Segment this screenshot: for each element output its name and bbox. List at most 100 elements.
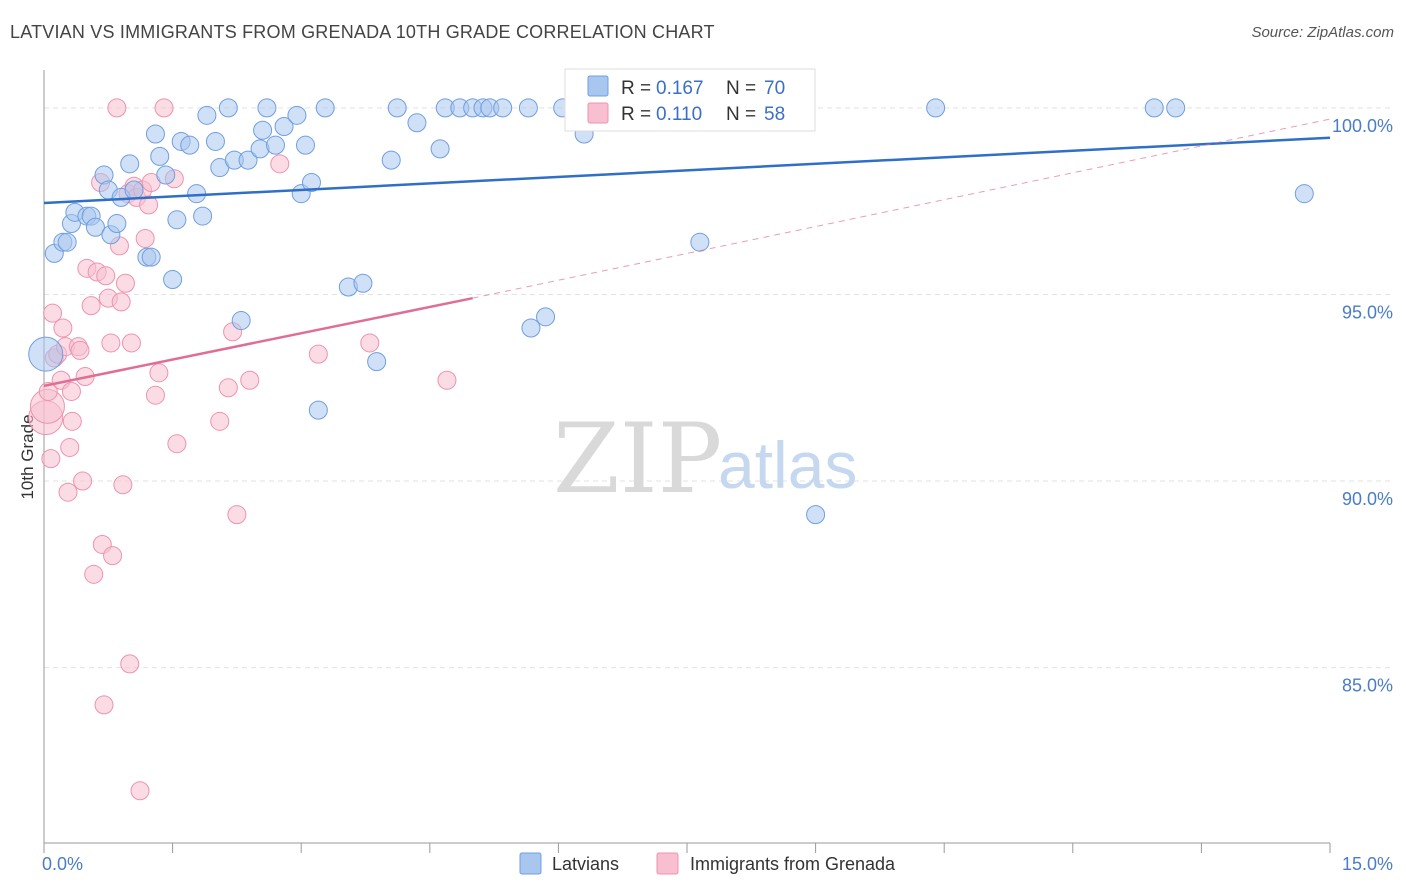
grenada-point-16: [73, 471, 93, 491]
latvian-point-47: [367, 352, 387, 372]
latvian-point-58: [518, 98, 538, 118]
grenada-point-49: [210, 411, 230, 431]
grenada-point-39: [130, 781, 150, 801]
grenada-points: [28, 98, 457, 801]
latvian-point-19: [150, 146, 170, 166]
grenada-point-56: [360, 333, 380, 353]
x-tick-label-min: 0.0%: [42, 854, 83, 874]
legend-swatch-latvians: [587, 75, 609, 97]
grenada-point-50: [218, 378, 238, 398]
grenada-point-28: [103, 546, 123, 566]
watermark: ZIP atlas: [553, 403, 857, 515]
legend-n-value-grenada: 58: [764, 104, 785, 125]
latvian-point-30: [218, 98, 238, 118]
grenada-point-42: [139, 195, 159, 215]
trend-lines: [43, 118, 1331, 388]
grenada-point-48: [167, 434, 187, 454]
grenada-point-25: [96, 266, 116, 286]
grenada-point-46: [154, 98, 174, 118]
source-label: Source: ZipAtlas.com: [1251, 24, 1394, 41]
grenada-point-11: [60, 437, 80, 457]
grenada-point-29: [107, 98, 127, 118]
latvian-point-63: [690, 232, 710, 252]
latvian-point-14: [120, 154, 140, 174]
latvian-point-35: [253, 120, 273, 140]
latvian-point-37: [265, 135, 285, 155]
x-ticks: [43, 843, 1331, 853]
grenada-point-44: [145, 385, 165, 405]
grenada-point-54: [270, 154, 290, 174]
grenada-point-2: [38, 381, 58, 401]
latvian-point-0: [28, 336, 64, 372]
legend-n-value-latvians: 70: [764, 78, 785, 99]
latvian-point-3: [57, 232, 77, 252]
latvian-point-26: [193, 206, 213, 226]
grenada-point-19: [81, 296, 101, 316]
latvian-point-49: [387, 98, 407, 118]
series-legend-swatch-latvians: [519, 852, 542, 875]
legend-n-label-grenada: N =: [726, 104, 756, 125]
latvian-point-44: [315, 98, 335, 118]
series-legend: Latvians Immigrants from Grenada: [519, 852, 896, 875]
grenada-point-53: [240, 370, 260, 390]
x-tick-label-max: 15.0%: [1342, 854, 1393, 874]
grenada-point-57: [437, 370, 457, 390]
latvian-point-46: [353, 273, 373, 293]
latvian-point-28: [205, 131, 225, 151]
grenada-point-45: [149, 363, 169, 383]
latvian-point-15: [124, 180, 144, 200]
latvian-point-59: [521, 318, 541, 338]
latvian-point-69: [1294, 184, 1314, 204]
grenada-point-31: [111, 292, 131, 312]
grenada-point-27: [101, 333, 121, 353]
latvian-point-51: [430, 139, 450, 159]
grenada-point-3: [41, 449, 61, 469]
latvian-point-50: [407, 113, 427, 133]
latvian-point-57: [493, 98, 513, 118]
latvian-point-22: [167, 210, 187, 230]
latvian-point-8: [85, 217, 105, 237]
latvian-point-33: [238, 150, 258, 170]
grenada-point-36: [121, 333, 141, 353]
y-tick-label-90: 90.0%: [1342, 489, 1393, 509]
grenada-point-41: [135, 228, 155, 248]
latvian-point-32: [231, 311, 251, 331]
latvian-point-36: [257, 98, 277, 118]
watermark-zip: ZIP: [553, 403, 722, 515]
legend-r-label-latvians: R =: [621, 78, 651, 99]
y-axis-label: 10th Grade: [18, 414, 37, 499]
legend-swatch-grenada: [587, 102, 609, 124]
y-tick-labels: 85.0% 90.0% 95.0% 100.0%: [1332, 116, 1393, 696]
grenada-point-20: [84, 564, 104, 584]
latvian-point-42: [301, 172, 321, 192]
latvian-point-67: [1144, 98, 1164, 118]
latvian-point-20: [156, 165, 176, 185]
legend-r-value-latvians: 0.167: [656, 78, 704, 99]
latvian-point-18: [145, 124, 165, 144]
grenada-point-15: [70, 340, 90, 360]
latvian-point-24: [180, 135, 200, 155]
latvian-trend-line: [43, 136, 1331, 205]
legend-n-label-latvians: N =: [726, 78, 756, 99]
latvian-point-41: [295, 135, 315, 155]
latvian-point-68: [1166, 98, 1186, 118]
latvian-point-43: [308, 400, 328, 420]
y-tick-label-100: 100.0%: [1332, 116, 1393, 136]
grenada-point-32: [113, 475, 133, 495]
grenada-point-13: [62, 411, 82, 431]
grenada-point-10: [58, 482, 78, 502]
latvian-point-65: [806, 505, 826, 525]
latvian-point-25: [187, 184, 207, 204]
grenada-point-12: [61, 381, 81, 401]
series-legend-swatch-grenada: [656, 852, 679, 875]
grenada-point-24: [94, 695, 114, 715]
latvian-point-38: [274, 117, 294, 137]
latvian-point-60: [536, 307, 556, 327]
grenada-point-55: [308, 344, 328, 364]
grenada-point-35: [120, 654, 140, 674]
grenada-point-52: [227, 505, 247, 525]
series-legend-label-grenada: Immigrants from Grenada: [690, 854, 896, 874]
latvian-point-48: [381, 150, 401, 170]
grenada-point-33: [115, 273, 135, 293]
